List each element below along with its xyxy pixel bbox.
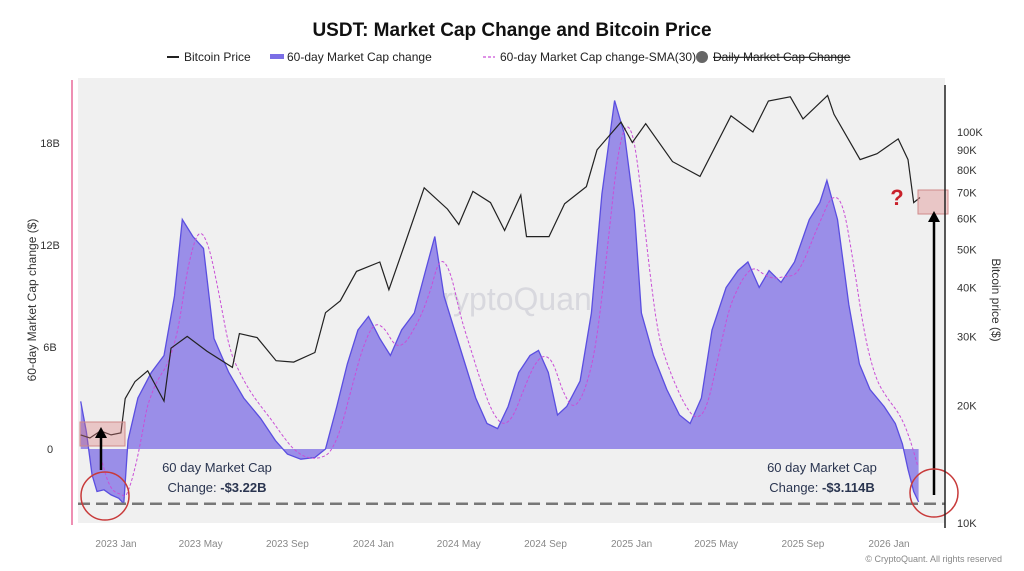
y2-tick-label: 30K bbox=[957, 331, 977, 343]
annotation-label: 60 day Market Cap bbox=[767, 460, 877, 475]
arrow-right-head bbox=[928, 211, 940, 222]
bitcoin-price-line bbox=[80, 94, 921, 439]
annotation-value: -$3.114B bbox=[822, 480, 875, 495]
legend-swatch-market-cap-change bbox=[270, 54, 284, 59]
legend-item-label: Daily Market Cap Change bbox=[713, 50, 851, 64]
x-tick-label: 2023 Jan bbox=[95, 539, 136, 550]
y2-tick-label: 50K bbox=[957, 245, 977, 257]
legend-item-label: 60-day Market Cap change-SMA(30) bbox=[500, 50, 696, 64]
y2-tick-label: 80K bbox=[957, 165, 977, 177]
annotation-label: 60 day Market Cap bbox=[162, 460, 272, 475]
annotation-prefix: Change: bbox=[167, 480, 220, 495]
y2-axis-label: Bitcoin price ($) bbox=[989, 258, 1003, 341]
annotation-value-line: Change: -$3.114B bbox=[769, 480, 875, 495]
y2-tick-label: 10K bbox=[957, 518, 977, 530]
x-tick-label: 2026 Jan bbox=[868, 539, 909, 550]
y-axis-label: 60-day Market Cap change ($) bbox=[25, 219, 39, 382]
highlight-circle-right bbox=[909, 468, 959, 518]
footer: © CryptoQuant. All rights reserved bbox=[865, 554, 1002, 564]
x-tick-label: 2025 Sep bbox=[782, 539, 825, 550]
x-tick-label: 2023 Sep bbox=[266, 539, 309, 550]
y2-tick-label: 20K bbox=[957, 400, 977, 412]
watermark: CryptoQuant bbox=[419, 281, 601, 317]
question-mark: ? bbox=[890, 185, 903, 210]
y2-tick-label: 60K bbox=[957, 214, 977, 226]
highlight-box-left bbox=[79, 421, 126, 447]
arrow-left-head bbox=[95, 427, 107, 438]
y2-tick-label: 40K bbox=[957, 283, 977, 295]
annotation-value: -$3.22B bbox=[220, 480, 266, 495]
market-cap-change-area bbox=[80, 100, 919, 504]
legend-item-label: Bitcoin Price bbox=[184, 50, 251, 64]
x-tick-label: 2025 Jan bbox=[611, 539, 652, 550]
legend-item-label: 60-day Market Cap change bbox=[287, 50, 432, 64]
x-tick-label: 2024 Jan bbox=[353, 539, 394, 550]
market-cap-change-line bbox=[80, 100, 920, 506]
x-tick-label: 2023 May bbox=[179, 539, 223, 550]
legend-swatch-daily-change bbox=[696, 51, 708, 63]
y-tick-label: 18B bbox=[40, 138, 60, 150]
y2-tick-label: 90K bbox=[957, 145, 977, 157]
y2-tick-label: 70K bbox=[957, 188, 977, 200]
y-tick-label: 12B bbox=[40, 240, 60, 252]
x-tick-label: 2024 May bbox=[437, 539, 481, 550]
annotation-value-line: Change: -$3.22B bbox=[167, 480, 266, 495]
x-tick-label: 2024 Sep bbox=[524, 539, 567, 550]
x-tick-label: 2025 May bbox=[694, 539, 738, 550]
chart-title: USDT: Market Cap Change and Bitcoin Pric… bbox=[312, 20, 711, 41]
highlight-circle-left bbox=[80, 471, 130, 521]
y-tick-label: 6B bbox=[43, 342, 56, 354]
highlight-box-right bbox=[917, 189, 949, 215]
sma-30-line bbox=[100, 126, 919, 497]
annotation-prefix: Change: bbox=[769, 480, 822, 495]
legend: Bitcoin Price 60-day Market Cap change 60-… bbox=[167, 50, 851, 64]
y-tick-label: 0 bbox=[47, 444, 53, 456]
y2-tick-label: 100K bbox=[957, 127, 983, 139]
